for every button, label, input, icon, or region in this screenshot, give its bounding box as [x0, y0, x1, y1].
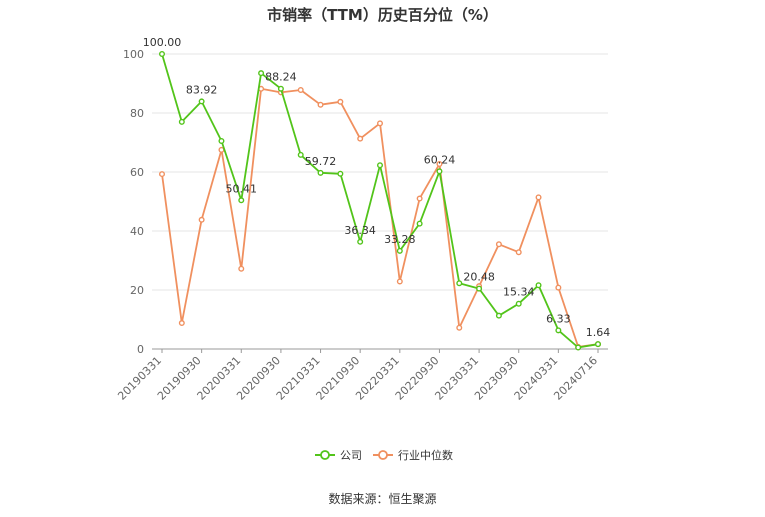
- data-label: 50.41: [226, 182, 258, 195]
- company-data-point: [575, 344, 582, 351]
- industry-median-data-point: [495, 241, 502, 248]
- data-label: 60.24: [424, 153, 456, 166]
- legend-item-company-label: 公司: [340, 449, 362, 462]
- company-data-point: [595, 341, 602, 348]
- data-label: 20.48: [463, 271, 495, 284]
- industry-median-data-point: [436, 161, 443, 168]
- company-data-point: [456, 280, 463, 287]
- company-data-point: [198, 98, 205, 105]
- industry-median-data-point: [317, 101, 324, 108]
- industry-median-data-point: [158, 171, 165, 178]
- company-data-point: [337, 170, 344, 177]
- company-data-point: [535, 282, 542, 289]
- company-data-point: [238, 197, 245, 204]
- company-data-point: [297, 151, 304, 158]
- y-tick-label: 20: [130, 284, 144, 297]
- company-data-point: [416, 220, 423, 227]
- data-source-note: 数据来源：恒生聚源: [328, 492, 437, 506]
- company-data-point: [377, 162, 384, 169]
- company-data-point: [476, 285, 483, 292]
- company-series-line: [161, 53, 599, 349]
- y-tick-label: 40: [130, 225, 144, 238]
- industry-median-data-point: [238, 265, 245, 272]
- data-label: 100.00: [143, 36, 182, 49]
- industry-median-data-point: [178, 320, 185, 327]
- company-data-point: [258, 70, 265, 77]
- company-data-point: [218, 138, 225, 145]
- industry-median-series-line: [161, 87, 599, 348]
- y-tick-label: 60: [130, 166, 144, 179]
- industry-median-data-point: [456, 324, 463, 331]
- company-data-point: [158, 51, 165, 58]
- company-data-point: [495, 312, 502, 319]
- legend-item-industry-median-marker: [378, 450, 388, 460]
- legend-item-industry-median-label: 行业中位数: [398, 448, 453, 462]
- company-data-point: [317, 169, 324, 176]
- company-data-point: [277, 85, 284, 92]
- company-data-point: [178, 118, 185, 125]
- legend-item-company-marker: [320, 450, 330, 460]
- company-data-point: [357, 238, 364, 245]
- industry-median-data-point: [357, 135, 364, 142]
- data-label: 59.72: [305, 155, 337, 168]
- data-label: 33.28: [384, 233, 416, 246]
- industry-median-data-point: [416, 195, 423, 202]
- data-label: 88.24: [265, 71, 297, 84]
- y-tick-label: 100: [123, 48, 144, 61]
- data-label: 83.92: [186, 83, 218, 96]
- company-data-point: [396, 247, 403, 254]
- chart-title: 市销率（TTM）历史百分位（%）: [267, 6, 498, 24]
- data-label: 15.34: [503, 286, 535, 299]
- y-tick-label: 80: [130, 107, 144, 120]
- company-data-point: [555, 327, 562, 334]
- industry-median-data-point: [297, 86, 304, 93]
- company-data-point: [515, 300, 522, 307]
- industry-median-data-point: [555, 284, 562, 291]
- industry-median-data-point: [396, 278, 403, 285]
- x-tick-label: 20240716: [551, 354, 600, 403]
- data-label: 36.34: [344, 224, 376, 237]
- y-tick-label: 0: [137, 343, 144, 356]
- industry-median-data-point: [377, 120, 384, 127]
- industry-median-data-point: [535, 194, 542, 201]
- company-data-point: [436, 168, 443, 175]
- industry-median-data-point: [337, 98, 344, 105]
- data-label: 6.33: [546, 312, 571, 325]
- industry-median-data-point: [515, 249, 522, 256]
- industry-median-data-point: [198, 216, 205, 223]
- data-label: 1.64: [586, 326, 611, 339]
